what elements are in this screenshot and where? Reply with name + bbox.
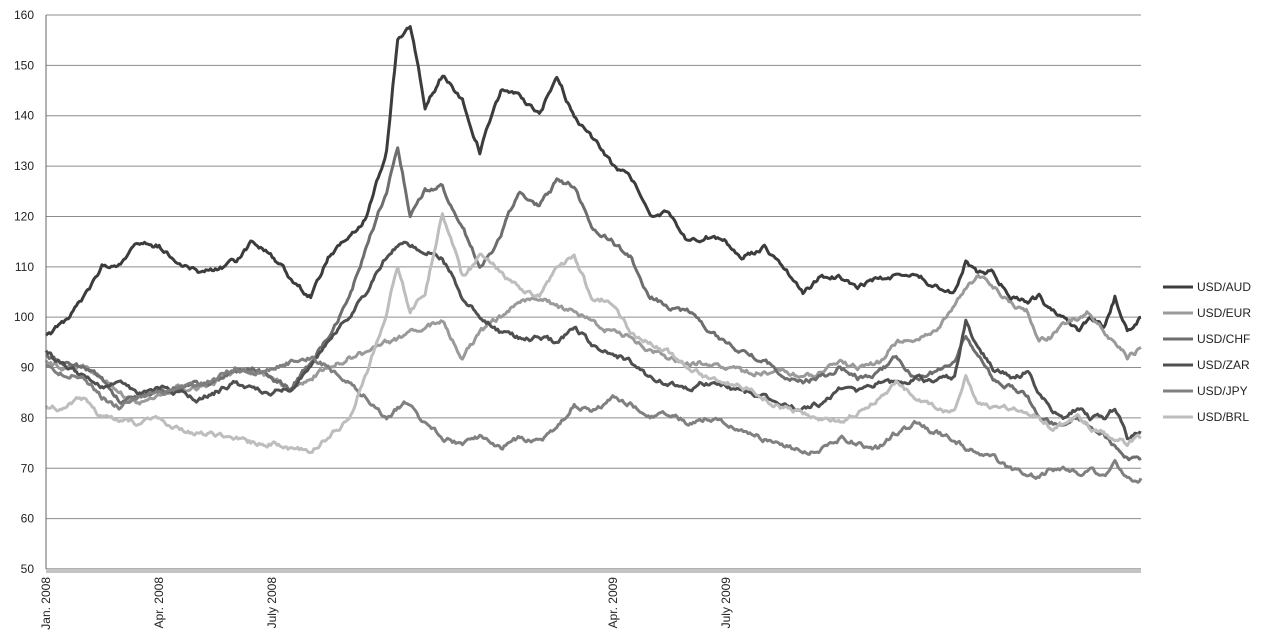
y-tick-labels: 50 60 70 80 90 100 110 120 130 140 150 160	[14, 8, 34, 576]
legend-label-1: USD/EUR	[1197, 306, 1251, 320]
y-tick-label-60: 60	[21, 512, 35, 526]
gridlines	[46, 14, 1141, 520]
y-tick-label-70: 70	[21, 461, 35, 475]
x-tick-label-3: Apr. 2009	[606, 577, 620, 629]
series-line-usd-zar	[44, 240, 1142, 441]
y-tick-label-120: 120	[14, 209, 34, 223]
series-line-usd-brl	[44, 212, 1142, 455]
legend-label-3: USD/ZAR	[1197, 358, 1250, 372]
series-line-usd-chf	[45, 146, 1142, 462]
legend: USD/AUD USD/EUR USD/CHF USD/ZAR USD/JPY USD/B…	[1163, 280, 1251, 424]
y-tick-label-140: 140	[14, 109, 34, 123]
series-line-usd-aud	[44, 25, 1142, 337]
x-tick-label-4: July 2009	[719, 577, 733, 629]
y-tick-label-100: 100	[14, 310, 34, 324]
y-tick-label-80: 80	[21, 411, 35, 425]
x-axis-tick-marks	[46, 569, 1141, 573]
legend-label-2: USD/CHF	[1197, 332, 1250, 346]
x-tick-label-2: July 2008	[265, 577, 279, 629]
y-tick-label-110: 110	[15, 260, 34, 274]
y-tick-label-50: 50	[21, 562, 35, 576]
legend-label-5: USD/BRL	[1197, 410, 1249, 424]
y-tick-label-130: 130	[14, 159, 34, 173]
y-tick-label-160: 160	[14, 8, 34, 22]
y-tick-label-150: 150	[14, 58, 34, 72]
x-tick-labels: Jan. 2008 Apr. 2008 July 2008 Apr. 2009 July…	[39, 577, 733, 630]
series-lines	[44, 25, 1143, 484]
y-tick-label-90: 90	[21, 361, 35, 375]
legend-label-4: USD/JPY	[1197, 384, 1248, 398]
series-line-usd-jpy	[45, 355, 1143, 484]
x-tick-label-1: Apr. 2008	[152, 577, 166, 629]
legend-label-0: USD/AUD	[1197, 280, 1251, 294]
axes	[45, 15, 1141, 573]
x-tick-label-0: Jan. 2008	[39, 577, 53, 630]
